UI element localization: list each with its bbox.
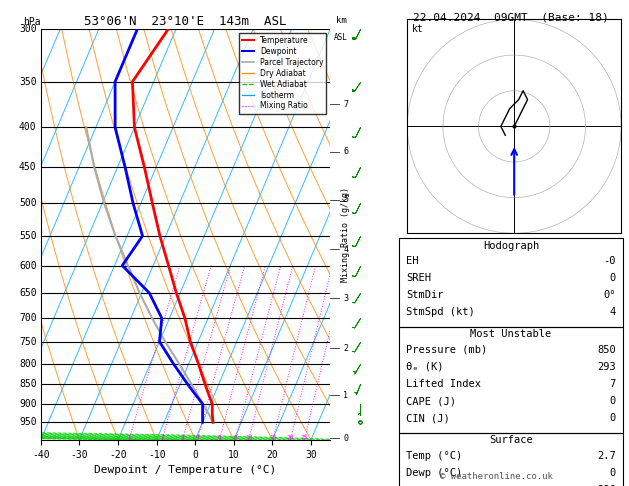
Text: CAPE (J): CAPE (J) <box>406 396 456 406</box>
Text: 800: 800 <box>19 359 36 369</box>
Text: Lifted Index: Lifted Index <box>406 379 481 389</box>
Text: ASL: ASL <box>334 33 348 42</box>
Text: 750: 750 <box>19 337 36 347</box>
Legend: Temperature, Dewpoint, Parcel Trajectory, Dry Adiabat, Wet Adiabat, Isotherm, Mi: Temperature, Dewpoint, Parcel Trajectory… <box>239 33 326 114</box>
Text: Most Unstable: Most Unstable <box>470 330 552 339</box>
Text: 0: 0 <box>343 434 348 443</box>
Text: 4: 4 <box>610 308 616 317</box>
Text: EH: EH <box>406 256 419 266</box>
Text: 15: 15 <box>269 435 277 440</box>
Text: 8: 8 <box>234 435 238 440</box>
Text: θₑ(K): θₑ(K) <box>406 485 437 486</box>
Text: 0°: 0° <box>603 290 616 300</box>
Text: 6: 6 <box>218 435 221 440</box>
Text: © weatheronline.co.uk: © weatheronline.co.uk <box>440 472 554 481</box>
Text: 450: 450 <box>19 162 36 173</box>
Text: hPa: hPa <box>23 17 41 27</box>
Text: 4: 4 <box>343 245 348 254</box>
Text: 25: 25 <box>301 435 308 440</box>
Text: 4: 4 <box>196 435 199 440</box>
Title: 53°06'N  23°10'E  143m  ASL: 53°06'N 23°10'E 143m ASL <box>84 15 287 28</box>
Text: 1: 1 <box>127 435 131 440</box>
Text: 400: 400 <box>19 122 36 132</box>
Text: 6: 6 <box>343 147 348 156</box>
Text: 0: 0 <box>610 396 616 406</box>
Text: Mixing Ratio (g/kg): Mixing Ratio (g/kg) <box>342 187 350 282</box>
Text: 700: 700 <box>19 313 36 323</box>
X-axis label: Dewpoint / Temperature (°C): Dewpoint / Temperature (°C) <box>94 465 277 475</box>
Text: -0: -0 <box>603 256 616 266</box>
Text: Dewp (°C): Dewp (°C) <box>406 468 462 478</box>
Text: 0: 0 <box>610 468 616 478</box>
Text: Surface: Surface <box>489 435 533 445</box>
Text: θₑ (K): θₑ (K) <box>406 362 443 372</box>
Text: 3: 3 <box>181 435 184 440</box>
Text: 7: 7 <box>610 379 616 389</box>
Text: 600: 600 <box>19 260 36 271</box>
Text: 950: 950 <box>19 417 36 427</box>
Text: 300: 300 <box>19 24 36 34</box>
Text: km: km <box>336 16 347 25</box>
Text: StmDir: StmDir <box>406 290 443 300</box>
Text: kt: kt <box>411 24 423 34</box>
Text: Hodograph: Hodograph <box>483 241 539 250</box>
Text: 2: 2 <box>343 344 348 353</box>
Text: 2: 2 <box>160 435 164 440</box>
Text: CIN (J): CIN (J) <box>406 414 450 423</box>
Text: 0: 0 <box>610 414 616 423</box>
Text: 22.04.2024  09GMT  (Base: 18): 22.04.2024 09GMT (Base: 18) <box>413 12 609 22</box>
Text: 650: 650 <box>19 288 36 298</box>
Text: 10: 10 <box>245 435 252 440</box>
Text: SREH: SREH <box>406 273 431 283</box>
Text: 7: 7 <box>343 100 348 109</box>
Text: 3: 3 <box>343 294 348 303</box>
Text: 5: 5 <box>343 195 348 205</box>
Text: 350: 350 <box>19 77 36 87</box>
Text: 550: 550 <box>19 231 36 241</box>
Text: 293: 293 <box>598 362 616 372</box>
Text: 500: 500 <box>19 198 36 208</box>
Text: 286: 286 <box>598 485 616 486</box>
Text: 20: 20 <box>287 435 294 440</box>
Text: 0: 0 <box>610 273 616 283</box>
Text: 900: 900 <box>19 399 36 409</box>
Text: 850: 850 <box>19 380 36 389</box>
Text: Pressure (mb): Pressure (mb) <box>406 345 487 355</box>
Text: 2.7: 2.7 <box>598 451 616 461</box>
Text: 850: 850 <box>598 345 616 355</box>
Text: StmSpd (kt): StmSpd (kt) <box>406 308 475 317</box>
Text: 1: 1 <box>343 391 348 399</box>
Text: Temp (°C): Temp (°C) <box>406 451 462 461</box>
